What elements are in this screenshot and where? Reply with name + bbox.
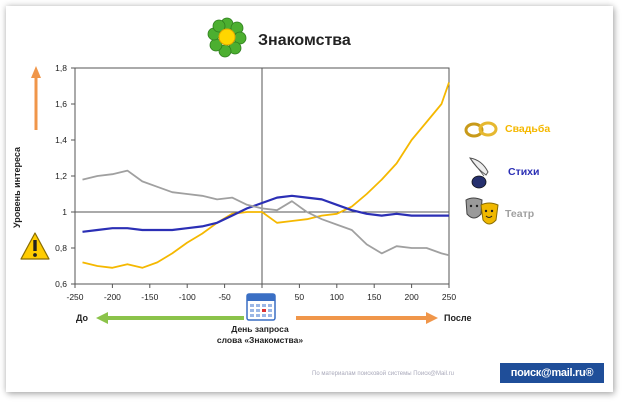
y-tick-label: 1,2 xyxy=(55,171,67,181)
y-tick-label: 1,6 xyxy=(55,99,67,109)
x-tick-label: -100 xyxy=(179,292,196,302)
legend-label-poems: Стихи xyxy=(508,166,540,178)
x-tick-label: 200 xyxy=(405,292,419,302)
legend-label-theatre: Театр xyxy=(505,208,535,220)
after-label: После xyxy=(444,313,472,323)
series-line-1 xyxy=(82,194,449,233)
request-day-label: День запроса слова «Знакомства» xyxy=(216,324,304,345)
y-tick-label: 0,6 xyxy=(55,279,67,289)
x-tick-label: 150 xyxy=(367,292,381,302)
before-label: До xyxy=(76,313,89,323)
series-line-2 xyxy=(82,169,450,257)
y-tick-label: 1,8 xyxy=(55,63,67,73)
legend-label-wedding: Свадьба xyxy=(505,123,551,135)
chart-title: Знакомства xyxy=(258,32,351,49)
y-tick-label: 1 xyxy=(62,207,67,217)
x-tick-label: -200 xyxy=(104,292,121,302)
y-tick-label: 0,8 xyxy=(55,243,67,253)
mail-ru-logo: поиск@mail.ru® xyxy=(500,363,604,383)
x-tick-label: -250 xyxy=(66,292,83,302)
source-note: По материалам поисковой системы Поиск@Ma… xyxy=(312,371,454,377)
series-line-0 xyxy=(82,82,450,269)
y-tick-label: 1,4 xyxy=(55,135,67,145)
x-tick-label: 250 xyxy=(442,292,456,302)
flower-icon xyxy=(207,17,247,58)
x-tick-label: 100 xyxy=(330,292,344,302)
x-tick-label: -150 xyxy=(141,292,158,302)
x-tick-label: 50 xyxy=(295,292,305,302)
x-tick-label: -50 xyxy=(218,292,231,302)
